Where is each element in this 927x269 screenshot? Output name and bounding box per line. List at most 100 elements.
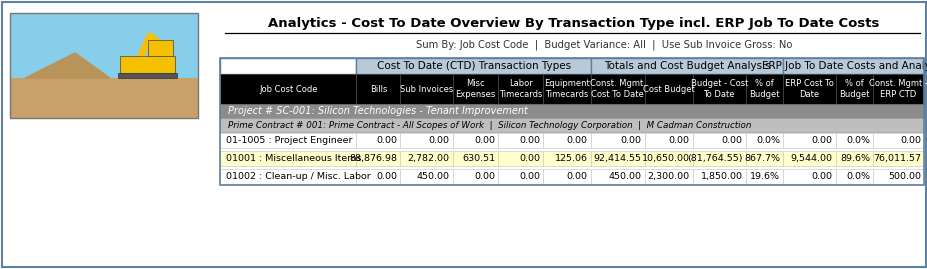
Bar: [120, 56, 175, 73]
Text: 10,650.00: 10,650.00: [641, 154, 689, 163]
Bar: [745, 74, 782, 104]
Text: 0.00: 0.00: [519, 136, 540, 145]
Text: 01-1005 : Project Engineer: 01-1005 : Project Engineer: [226, 136, 352, 145]
Text: Analytics - Cost To Date Overview By Transaction Type incl. ERP Job To Date Cost: Analytics - Cost To Date Overview By Tra…: [268, 17, 879, 30]
Bar: [452, 74, 498, 104]
Text: 2,300.00: 2,300.00: [647, 172, 689, 181]
Bar: [452, 133, 498, 148]
Bar: [400, 74, 452, 104]
Text: Cost To Date (CTD) Transaction Types: Cost To Date (CTD) Transaction Types: [376, 61, 570, 71]
Bar: [590, 133, 644, 148]
Text: 0.00: 0.00: [620, 136, 641, 145]
Text: 867.7%: 867.7%: [743, 154, 780, 163]
Text: 0.0%: 0.0%: [845, 172, 869, 181]
Text: (81,764.55): (81,764.55): [687, 154, 742, 163]
Bar: [220, 151, 356, 166]
Text: Project # SC-001: Silicon Technologies - Tenant Improvement: Project # SC-001: Silicon Technologies -…: [228, 106, 527, 116]
Text: 0.00: 0.00: [566, 172, 587, 181]
Bar: [644, 133, 692, 148]
Bar: [220, 58, 356, 74]
Bar: [400, 133, 452, 148]
Text: Equipment
Timecards: Equipment Timecards: [543, 79, 590, 99]
Text: ERP Cost To
Date: ERP Cost To Date: [784, 79, 833, 99]
Bar: [356, 133, 400, 148]
Bar: [452, 151, 498, 166]
Text: 1,850.00: 1,850.00: [700, 172, 742, 181]
Bar: [590, 169, 644, 184]
Bar: [782, 74, 834, 104]
Text: 450.00: 450.00: [416, 172, 450, 181]
Bar: [498, 169, 542, 184]
Bar: [872, 133, 923, 148]
Text: 125.06: 125.06: [554, 154, 587, 163]
Text: Prime Contract # 001: Prime Contract - All Scopes of Work  |  Silicon Technology: Prime Contract # 001: Prime Contract - A…: [228, 121, 751, 129]
Text: 9,544.00: 9,544.00: [790, 154, 832, 163]
Bar: [834, 169, 872, 184]
Bar: [834, 74, 872, 104]
Text: Totals and Cost Budget Analysis: Totals and Cost Budget Analysis: [603, 61, 769, 71]
Bar: [356, 169, 400, 184]
Bar: [356, 151, 400, 166]
Text: 92,414.55: 92,414.55: [593, 154, 641, 163]
Text: 0.0%: 0.0%: [845, 136, 869, 145]
Bar: [147, 40, 172, 56]
Bar: [220, 133, 356, 148]
Text: 01002 : Clean-up / Misc. Labor: 01002 : Clean-up / Misc. Labor: [226, 172, 371, 181]
Text: % of
Budget: % of Budget: [748, 79, 779, 99]
Text: 88,876.98: 88,876.98: [349, 154, 397, 163]
Bar: [692, 169, 745, 184]
Text: 0.0%: 0.0%: [756, 136, 780, 145]
Bar: [782, 169, 834, 184]
Bar: [872, 74, 923, 104]
Bar: [692, 74, 745, 104]
Bar: [644, 151, 692, 166]
Bar: [400, 169, 452, 184]
Bar: [542, 169, 590, 184]
Bar: [692, 151, 745, 166]
Text: Bills: Bills: [369, 84, 387, 94]
Text: Labor
Timecards: Labor Timecards: [499, 79, 541, 99]
Bar: [782, 58, 923, 74]
Bar: [782, 151, 834, 166]
Text: 0.00: 0.00: [428, 136, 450, 145]
Bar: [220, 58, 923, 185]
Text: Sum By: Job Cost Code  |  Budget Variance: All  |  Use Sub Invoice Gross: No: Sum By: Job Cost Code | Budget Variance:…: [415, 40, 792, 50]
Bar: [782, 133, 834, 148]
Bar: [10, 13, 197, 118]
Bar: [872, 151, 923, 166]
Bar: [452, 169, 498, 184]
Bar: [692, 133, 745, 148]
Bar: [356, 74, 400, 104]
Text: 450.00: 450.00: [608, 172, 641, 181]
Text: 0.00: 0.00: [811, 136, 832, 145]
Bar: [834, 151, 872, 166]
Bar: [745, 169, 782, 184]
Text: 01001 : Miscellaneous Items: 01001 : Miscellaneous Items: [226, 154, 362, 163]
Bar: [644, 169, 692, 184]
Text: 630.51: 630.51: [462, 154, 494, 163]
Text: Misc
Expenses: Misc Expenses: [455, 79, 495, 99]
Bar: [542, 74, 590, 104]
Bar: [542, 151, 590, 166]
Polygon shape: [25, 53, 110, 78]
Text: ERP Job To Date Costs and Analysis: ERP Job To Date Costs and Analysis: [761, 61, 927, 71]
Bar: [590, 58, 782, 74]
Bar: [10, 78, 197, 118]
Text: 0.00: 0.00: [376, 136, 397, 145]
Bar: [498, 151, 542, 166]
Text: 0.00: 0.00: [899, 136, 920, 145]
Text: Const. Mgmt -
ERP CTD: Const. Mgmt - ERP CTD: [868, 79, 927, 99]
Text: 0.00: 0.00: [668, 136, 689, 145]
Bar: [220, 104, 923, 118]
Text: 76,011.57: 76,011.57: [872, 154, 920, 163]
Text: Sub Invoices: Sub Invoices: [400, 84, 452, 94]
Text: 0.00: 0.00: [519, 154, 540, 163]
Bar: [590, 74, 644, 104]
Text: 0.00: 0.00: [519, 172, 540, 181]
Text: Budget - Cost
To Date: Budget - Cost To Date: [690, 79, 747, 99]
Text: 0.00: 0.00: [811, 172, 832, 181]
Bar: [834, 133, 872, 148]
Text: Const. Mgmt.
Cost To Date: Const. Mgmt. Cost To Date: [589, 79, 645, 99]
Text: 0.00: 0.00: [376, 172, 397, 181]
Text: 19.6%: 19.6%: [749, 172, 780, 181]
